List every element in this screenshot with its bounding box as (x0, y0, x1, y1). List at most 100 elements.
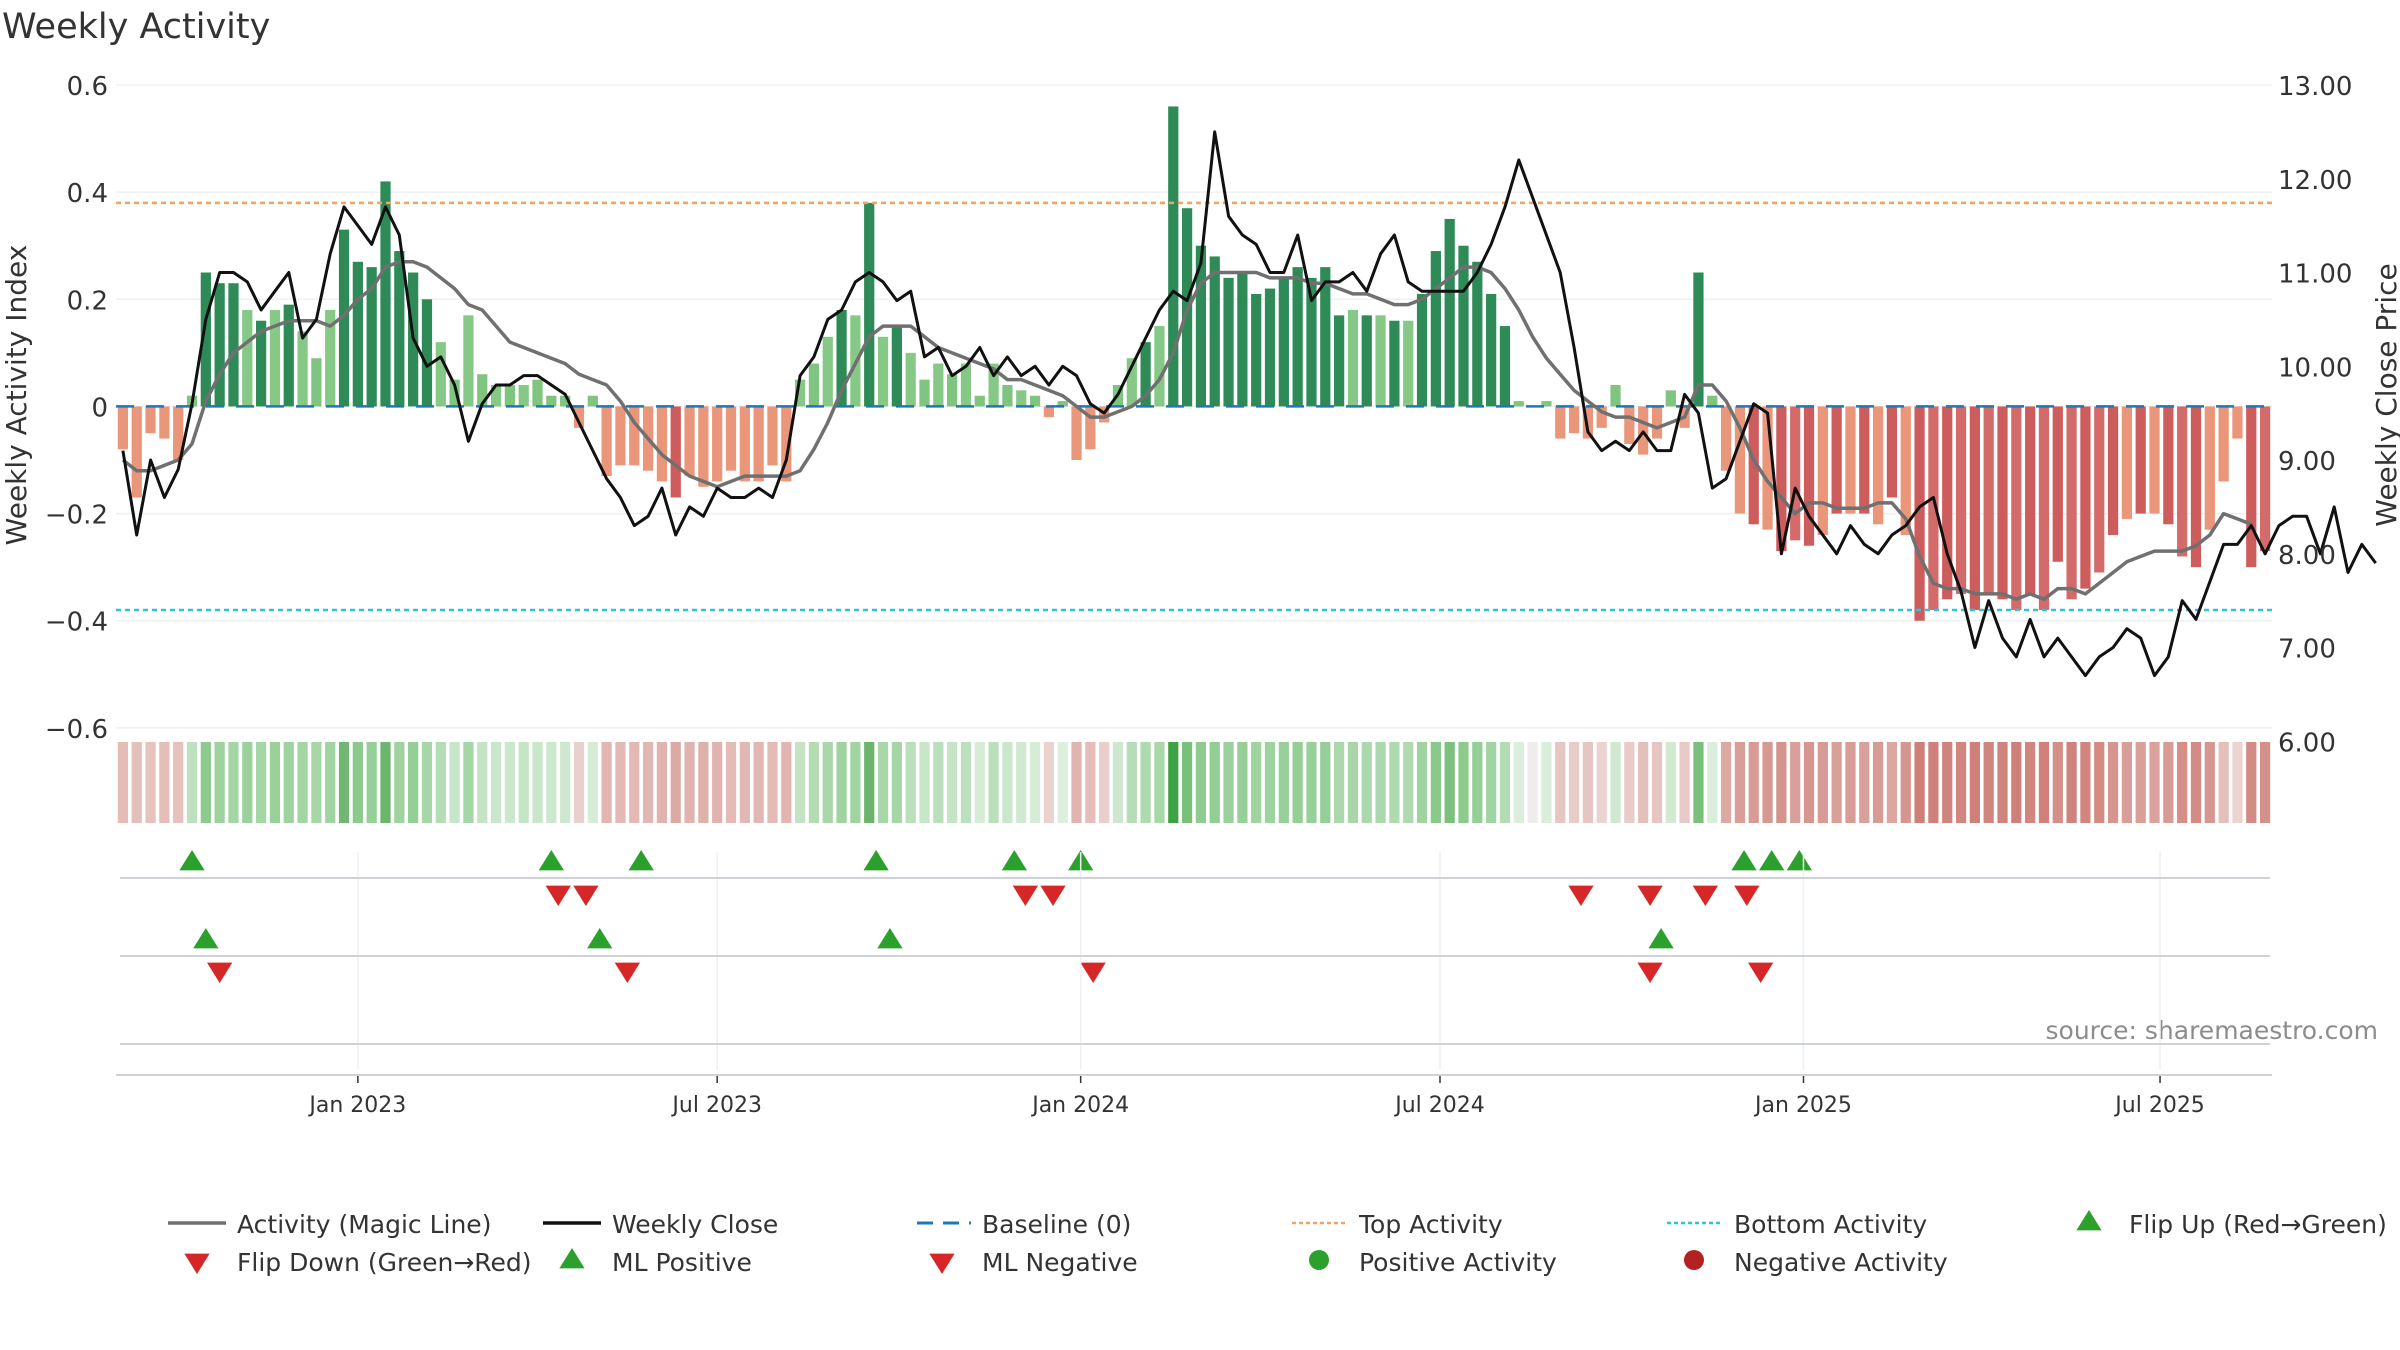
activity-strip-cell (269, 742, 281, 823)
activity-bar (656, 406, 668, 482)
activity-strip-cell (1679, 742, 1690, 823)
activity-strip-cell (435, 742, 446, 823)
flip-up-marker (1786, 850, 1812, 871)
activity-bar (1154, 326, 1165, 407)
activity-strip-cell (988, 742, 999, 823)
activity-strip-cell (1900, 742, 1911, 823)
activity-strip-cell (1859, 742, 1870, 823)
activity-strip-cell (587, 742, 598, 823)
activity-bar (2107, 406, 2119, 535)
y-tick-label: 0.2 (67, 286, 108, 316)
y-tick-label: 0.4 (67, 179, 108, 209)
activity-bar (573, 406, 585, 428)
activity-bar (822, 336, 833, 407)
legend-baseline-0-label: Baseline (0) (982, 1210, 1131, 1239)
activity-strip-cell (781, 742, 792, 823)
y-tick-label: −0.6 (45, 715, 108, 745)
activity-strip-cell (1693, 742, 1704, 823)
activity-strip-cell (1016, 742, 1027, 823)
activity-strip-cell (408, 742, 419, 823)
activity-bar (1900, 406, 1911, 535)
y2-axis-label: Weekly Close Price (2370, 263, 2400, 526)
activity-strip-cell (960, 742, 972, 823)
activity-strip-cell (1099, 742, 1110, 823)
ml-negative-marker (1747, 962, 1774, 983)
activity-strip-cell (1002, 742, 1013, 823)
activity-bar (1361, 315, 1372, 407)
activity-strip-cell (297, 742, 308, 823)
activity-bar (1997, 406, 2008, 600)
activity-strip-cell (1458, 742, 1469, 823)
activity-strip-cell (1264, 742, 1276, 823)
activity-bar (504, 385, 515, 407)
activity-bar (325, 310, 336, 407)
activity-strip-cell (712, 742, 723, 823)
activity-bar (864, 202, 875, 407)
flip-up-marker (1759, 850, 1785, 871)
chart-title: Weekly Activity (2, 7, 270, 47)
activity-bar (1803, 406, 1815, 546)
activity-bar (2052, 406, 2063, 562)
activity-strip-cell (145, 742, 156, 823)
activity-bar (1596, 406, 1607, 428)
y2-tick-label: 10.00 (2278, 353, 2352, 383)
activity-strip-cell (283, 742, 294, 823)
activity-bar (1513, 401, 1524, 407)
activity-strip-cell (2107, 742, 2119, 823)
ml-positive-marker (587, 928, 613, 949)
activity-strip-cell (1790, 742, 1801, 823)
legend-positive-activity-label: Positive Activity (1359, 1248, 1557, 1277)
activity-strip-cell (1873, 742, 1884, 823)
activity-strip-cell (2246, 742, 2257, 823)
activity-bar (490, 385, 502, 407)
activity-bar (366, 267, 377, 407)
activity-bar (518, 385, 529, 407)
activity-bar (725, 406, 737, 471)
activity-bar (1347, 310, 1359, 407)
activity-bar (1582, 406, 1593, 439)
activity-strip-cell (1416, 742, 1428, 823)
activity-bar (1486, 293, 1497, 407)
ml-positive-marker (1648, 928, 1674, 949)
y-tick-label: −0.2 (45, 501, 108, 531)
activity-strip-cell (2204, 742, 2215, 823)
activity-strip-cell (1803, 742, 1815, 823)
activity-strip-cell (1914, 742, 1925, 823)
activity-bar (1085, 406, 1096, 450)
activity-bar (2038, 406, 2050, 610)
activity-bar (200, 272, 211, 407)
activity-bar (1914, 406, 1925, 621)
activity-strip-cell (1624, 742, 1635, 823)
activity-strip-cell (1251, 742, 1262, 823)
activity-bar (1278, 277, 1289, 407)
activity-bar (1209, 256, 1220, 407)
activity-bar (670, 406, 681, 498)
activity-bar (214, 283, 225, 407)
activity-bar (684, 406, 695, 477)
activity-bar (905, 352, 916, 407)
ml-positive-marker (877, 928, 903, 949)
activity-strip-cell (352, 742, 363, 823)
activity-bar (421, 299, 433, 407)
legend-positive-activity-swatch (1309, 1250, 1329, 1270)
activity-bar (1043, 406, 1054, 418)
activity-bar (2094, 406, 2105, 573)
activity-bar (1126, 358, 1137, 407)
y-tick-label: −0.4 (45, 608, 108, 638)
activity-bar (1665, 390, 1676, 407)
activity-strip-cell (159, 742, 170, 823)
activity-strip-cell (2080, 742, 2091, 823)
activity-strip-cell (1375, 742, 1386, 823)
x-tick-label: Jul 2025 (2113, 1093, 2205, 1118)
activity-strip-cell (808, 742, 820, 823)
activity-bar (1734, 406, 1746, 514)
activity-bar (2177, 406, 2188, 557)
legend-flip-down-green-red-label: Flip Down (Green→Red) (237, 1248, 532, 1277)
activity-strip-cell (1029, 742, 1041, 823)
activity-strip-cell (200, 742, 211, 823)
activity-bar (1389, 320, 1400, 407)
activity-bar (2011, 406, 2022, 610)
activity-bar (1541, 401, 1552, 407)
activity-strip-cell (2038, 742, 2050, 823)
activity-strip-cell (1085, 742, 1096, 823)
